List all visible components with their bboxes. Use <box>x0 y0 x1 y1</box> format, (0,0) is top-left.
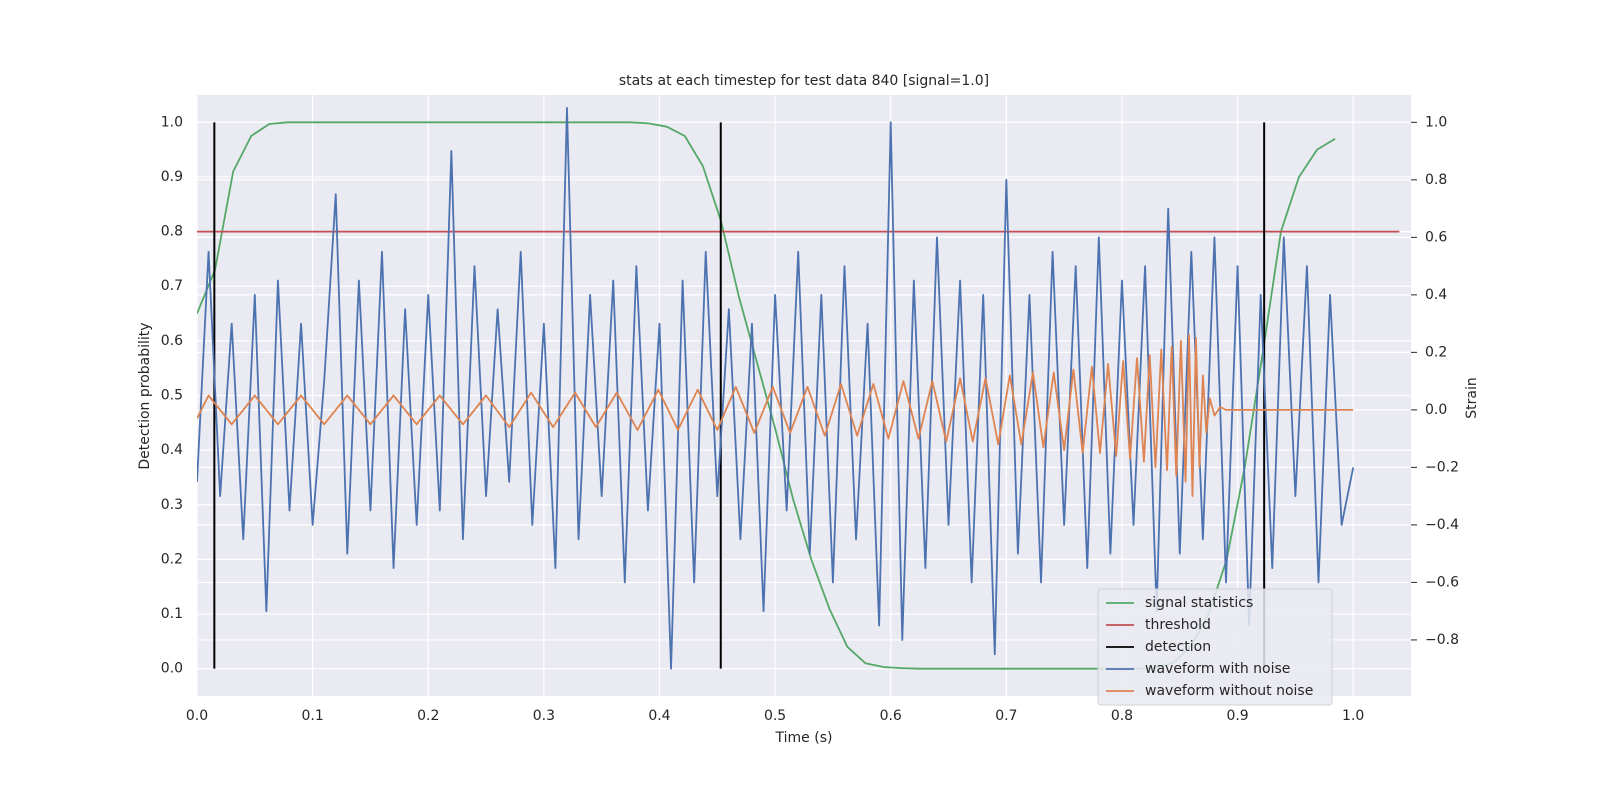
y2-tick-label: −0.6 <box>1425 574 1459 590</box>
y-tick-label: 0.8 <box>161 224 183 240</box>
legend-label: waveform without noise <box>1145 683 1313 699</box>
x-tick-label: 0.3 <box>533 708 555 724</box>
y-tick-label: 0.0 <box>161 661 183 677</box>
y2-tick-label: 0.4 <box>1425 287 1447 303</box>
y2-tick-label: −0.4 <box>1425 517 1459 533</box>
legend-box <box>1097 588 1333 706</box>
legend-label: threshold <box>1145 617 1211 633</box>
x-tick-label: 0.7 <box>995 708 1017 724</box>
y-tick-label: 0.7 <box>161 278 183 294</box>
legend-label: waveform with noise <box>1145 661 1290 677</box>
x-tick-label: 0.9 <box>1226 708 1248 724</box>
y2-tick-label: 0.0 <box>1425 402 1447 418</box>
x-tick-label: 0.5 <box>764 708 786 724</box>
legend-label: signal statistics <box>1145 595 1253 611</box>
y2-axis-label: Strain <box>1464 377 1480 418</box>
x-tick-label: 0.2 <box>417 708 439 724</box>
x-tick-label: 0.6 <box>880 708 902 724</box>
y2-tick-label: −0.2 <box>1425 459 1459 475</box>
x-tick-label: 0.0 <box>186 708 208 724</box>
y-tick-label: 0.2 <box>161 551 183 567</box>
y-tick-label: 0.5 <box>161 388 183 404</box>
series-line <box>197 107 1355 670</box>
y-tick-label: 1.0 <box>161 114 183 130</box>
y2-tick-label: 0.8 <box>1425 172 1447 188</box>
x-tick-label: 0.8 <box>1111 708 1133 724</box>
y2-tick-label: 0.2 <box>1425 344 1447 360</box>
x-axis-label: Time (s) <box>775 730 833 746</box>
legend-label: detection <box>1145 639 1211 655</box>
x-tick-label: 1.0 <box>1342 708 1364 724</box>
x-tick-label: 0.4 <box>648 708 670 724</box>
chart-title: stats at each timestep for test data 840… <box>619 73 989 89</box>
x-tick-label: 0.1 <box>301 708 323 724</box>
y-tick-label: 0.3 <box>161 497 183 513</box>
y-tick-label: 0.1 <box>161 606 183 622</box>
y2-tick-label: 0.6 <box>1425 229 1447 245</box>
series-line <box>197 334 1354 498</box>
y-tick-label: 0.6 <box>161 333 183 349</box>
y-tick-label: 0.9 <box>161 169 183 185</box>
legend: signal statistics threshold detection wavef… <box>1097 588 1333 706</box>
y2-tick-label: −0.8 <box>1425 632 1459 648</box>
y-tick-label: 0.4 <box>161 442 183 458</box>
y2-tick-label: 1.0 <box>1425 114 1447 130</box>
y-axis-label: Detection probability <box>137 322 153 469</box>
